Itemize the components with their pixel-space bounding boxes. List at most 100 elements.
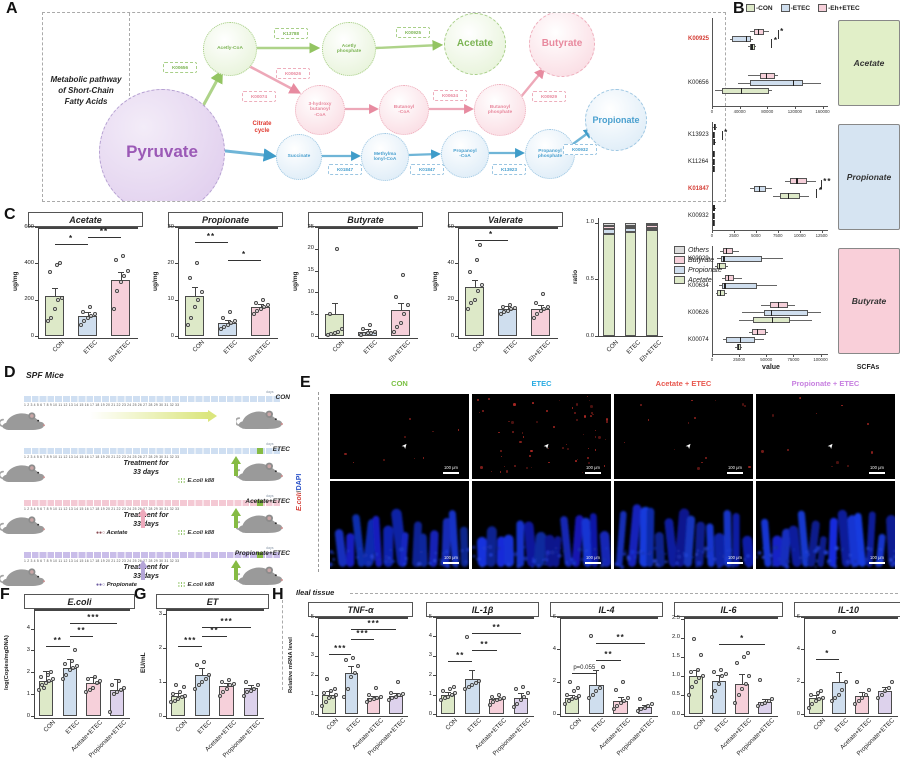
scatter-point	[231, 681, 236, 686]
y-tick-label: 1	[158, 678, 162, 685]
y-tick	[35, 263, 38, 265]
ecoli-signal-dot	[743, 405, 746, 408]
box	[720, 255, 762, 262]
y-tick-label: 0	[158, 712, 162, 719]
ratio-legend: Others Butyrate Propionate Acetate	[674, 246, 736, 284]
scatter-point	[479, 283, 484, 288]
scatter-point	[829, 699, 834, 704]
scatter-point	[500, 304, 505, 309]
significance-label: *	[241, 249, 247, 259]
x-tick-label: 50000	[760, 357, 773, 362]
box-median	[745, 36, 748, 42]
scatter-point	[393, 294, 398, 299]
scatter-point	[185, 323, 190, 328]
scatter-point	[78, 323, 83, 328]
box-median	[714, 124, 716, 130]
mouse-icon	[234, 462, 283, 482]
significance-label: ***	[356, 629, 369, 639]
ecoli-signal-dot	[592, 413, 594, 416]
scatter-point	[577, 694, 582, 699]
scatter-point	[110, 683, 115, 688]
scatter-point	[202, 659, 207, 664]
scatter-point	[225, 323, 230, 328]
error-bar	[54, 287, 56, 297]
end-mouse	[234, 406, 284, 437]
legend-label: -CON	[756, 4, 773, 12]
ecoli-signal-dot	[799, 396, 802, 399]
boxplot-groups: K00925 * * K00656 0 40000 80000 120000 160000 Ace…	[688, 18, 900, 378]
ecoli-signal-dot	[530, 449, 533, 452]
scatter-point	[386, 698, 391, 703]
error-cap	[42, 671, 49, 673]
scatter-point	[336, 329, 340, 334]
y-axis-label: EU/mL	[140, 652, 147, 673]
ecoli-signal-dot	[382, 459, 385, 462]
significance-label: p=0.055	[573, 664, 596, 671]
box-median	[712, 151, 715, 157]
significance-line	[351, 628, 396, 630]
box-median	[751, 43, 753, 50]
box-median	[719, 263, 721, 269]
molecule-icon: ●●○	[96, 530, 106, 536]
ileal-header-line	[350, 593, 898, 594]
x-tick	[794, 106, 796, 109]
y-tick	[433, 655, 436, 657]
y-tick-label: 0	[796, 710, 800, 717]
error-cap	[257, 304, 264, 306]
stack-segment	[646, 230, 659, 336]
ecoli-signal-dot	[511, 431, 514, 434]
error-bar	[93, 676, 95, 684]
y-axis-label: ug/mg	[432, 271, 439, 292]
box-median	[777, 302, 779, 308]
box-median	[712, 158, 714, 165]
scatter-point	[473, 680, 478, 685]
condition-header: Propionate + ETEC	[791, 379, 860, 388]
enzyme-label: K00925	[396, 27, 430, 38]
fluorescence-image: ➤ 100 μm	[330, 394, 469, 479]
condition-header: Acetate + ETEC	[655, 379, 712, 388]
scatter-point	[700, 673, 705, 678]
enzyme-label: K00634	[433, 90, 467, 101]
legend-item: Acetate	[674, 276, 736, 284]
stack-segment	[602, 233, 615, 336]
significance-line	[448, 660, 473, 662]
error-bar	[227, 320, 229, 324]
scatter-point	[41, 685, 46, 690]
plot-frame	[166, 609, 264, 719]
scale-bar-label: 100 μm	[869, 465, 885, 470]
y-tick-label: 1	[428, 691, 432, 698]
y-tick-label: 10	[167, 296, 174, 303]
scatter-point	[332, 686, 337, 691]
x-tick-label: CON	[42, 719, 57, 734]
scatter-point	[322, 690, 327, 695]
ecoli-signal-dot	[532, 402, 534, 405]
ecoli-signal-dot	[575, 403, 579, 406]
ecoli-signal-dot	[587, 461, 590, 464]
scatter-point	[572, 689, 577, 694]
scatter-point	[405, 303, 410, 308]
legend-label: Acetate	[688, 276, 712, 284]
enzyme-label: K00656	[163, 62, 197, 73]
ecoli-signal-dot	[503, 466, 505, 468]
group-label: CON	[275, 394, 290, 401]
ecoli-signal-dot	[574, 412, 577, 415]
scatter-point	[80, 310, 85, 315]
y-tick-label: 1	[26, 690, 30, 697]
ileal-left-line	[282, 600, 283, 690]
scatter-point	[597, 686, 602, 691]
gene-label: K13923	[688, 131, 709, 138]
ecoli-signal-dot	[408, 417, 411, 421]
y-tick	[681, 656, 684, 658]
scatter-point	[843, 679, 848, 684]
x-tick-label: 5000	[751, 233, 761, 238]
cytokine-panel: Ileal tissue TNF-α Relative mRNA level 0 1 2…	[272, 588, 900, 767]
stack-segment	[602, 228, 615, 234]
ecoli-signal-dot	[586, 456, 590, 459]
product-node: Propionate	[585, 89, 647, 151]
ecoli-signal-dot	[500, 450, 502, 452]
scatter-point	[733, 700, 738, 705]
scatter-point	[735, 660, 740, 665]
legend-swatch	[674, 256, 685, 264]
error-cap	[493, 697, 500, 699]
y-tick-label: 0.5	[585, 275, 594, 282]
